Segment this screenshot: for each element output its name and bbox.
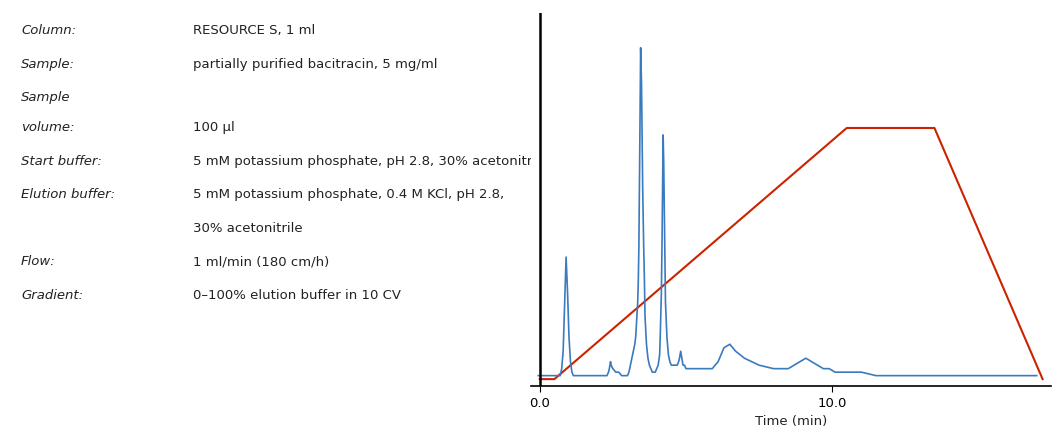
Text: 1 ml/min (180 cm/h): 1 ml/min (180 cm/h) — [192, 255, 329, 269]
Text: RESOURCE S, 1 ml: RESOURCE S, 1 ml — [192, 24, 315, 37]
Text: 0–100% elution buffer in 10 CV: 0–100% elution buffer in 10 CV — [192, 289, 400, 302]
Text: volume:: volume: — [21, 121, 74, 134]
Text: 30% acetonitrile: 30% acetonitrile — [192, 222, 303, 235]
Text: Gradient:: Gradient: — [21, 289, 83, 302]
Text: 100 µl: 100 µl — [192, 121, 235, 134]
Text: 5 mM potassium phosphate, 0.4 M KCl, pH 2.8,: 5 mM potassium phosphate, 0.4 M KCl, pH … — [192, 188, 503, 201]
Text: Column:: Column: — [21, 24, 76, 37]
Text: Sample:: Sample: — [21, 57, 75, 71]
X-axis label: Time (min): Time (min) — [755, 415, 827, 428]
Text: Sample: Sample — [21, 91, 70, 104]
Text: Start buffer:: Start buffer: — [21, 155, 102, 168]
Text: Flow:: Flow: — [21, 255, 56, 269]
Text: 5 mM potassium phosphate, pH 2.8, 30% acetonitrile: 5 mM potassium phosphate, pH 2.8, 30% ac… — [192, 155, 548, 168]
Text: partially purified bacitracin, 5 mg/ml: partially purified bacitracin, 5 mg/ml — [192, 57, 438, 71]
Text: Elution buffer:: Elution buffer: — [21, 188, 115, 201]
